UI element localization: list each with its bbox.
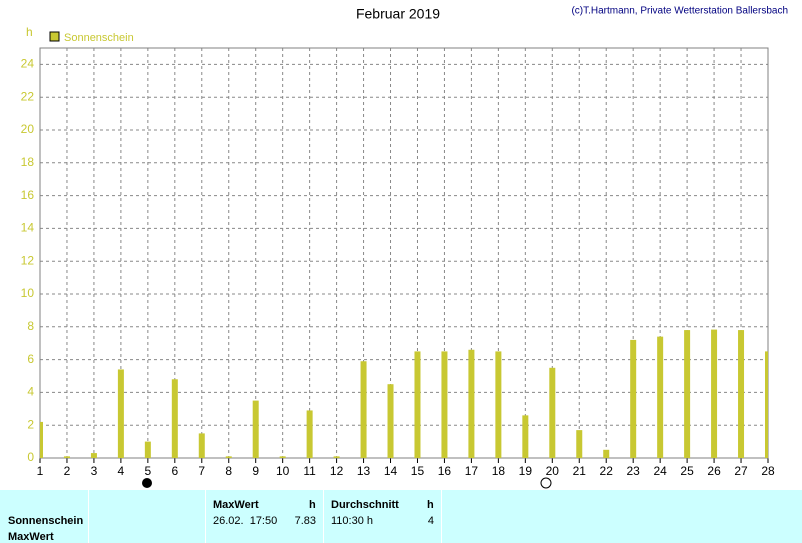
x-tick-label: 24 — [653, 464, 667, 478]
x-tick-label: 28 — [761, 464, 775, 478]
bar — [441, 351, 448, 458]
y-tick-label: 18 — [21, 155, 35, 169]
legend-swatch — [49, 31, 60, 42]
bar — [765, 351, 768, 458]
moon-full — [142, 478, 152, 488]
y-tick-label: 0 — [27, 450, 34, 464]
bar — [117, 369, 124, 458]
bar — [711, 329, 718, 458]
x-tick-label: 10 — [276, 464, 290, 478]
column-header: MaxWert — [213, 499, 259, 511]
cell: 26.02. 17:50 — [213, 515, 278, 527]
x-tick-label: 23 — [627, 464, 641, 478]
bar — [252, 400, 259, 458]
x-tick-label: 7 — [198, 464, 205, 478]
bar — [549, 367, 556, 458]
moon-new — [540, 477, 552, 489]
separator — [441, 490, 442, 543]
x-tick-label: 9 — [252, 464, 259, 478]
bar — [414, 351, 421, 458]
bar — [468, 349, 475, 458]
separator — [205, 490, 206, 543]
bar — [360, 361, 367, 458]
cell: 7.83 — [294, 515, 316, 527]
bar — [603, 449, 610, 458]
bar — [630, 339, 637, 458]
row-label: MaxWert — [8, 531, 54, 543]
x-tick-label: 14 — [384, 464, 398, 478]
plot-border — [39, 47, 769, 459]
x-tick-label: 5 — [145, 464, 152, 478]
column-unit: h — [309, 499, 316, 511]
x-tick-label: 12 — [330, 464, 344, 478]
x-tick-label: 22 — [600, 464, 614, 478]
bar — [522, 415, 529, 458]
bar — [495, 351, 502, 458]
y-tick-label: 10 — [21, 286, 35, 300]
row-label: Sonnenschein — [8, 515, 84, 527]
y-tick-label: 4 — [27, 385, 34, 399]
y-tick-label: 14 — [21, 221, 35, 235]
y-tick-label: 24 — [21, 57, 35, 71]
x-tick-label: 21 — [573, 464, 587, 478]
x-tick-label: 16 — [438, 464, 452, 478]
y-axis-label: h — [26, 25, 33, 39]
x-tick-label: 11 — [303, 464, 316, 478]
y-tick-label: 2 — [27, 417, 34, 431]
legend-label: Sonnenschein — [64, 32, 134, 44]
column-unit: h — [427, 499, 434, 511]
bar — [40, 421, 43, 458]
column-header: Durchschnitt — [331, 499, 399, 511]
x-tick-label: 26 — [707, 464, 721, 478]
x-tick-label: 27 — [734, 464, 748, 478]
x-tick-label: 18 — [492, 464, 506, 478]
y-tick-label: 12 — [21, 253, 35, 267]
bar — [333, 456, 340, 458]
x-tick-label: 2 — [64, 464, 71, 478]
bar — [738, 330, 745, 458]
bar — [171, 379, 178, 458]
x-tick-label: 3 — [91, 464, 98, 478]
x-tick-label: 4 — [118, 464, 125, 478]
bar — [144, 441, 151, 458]
bar — [225, 456, 232, 458]
credit: (c)T.Hartmann, Private Wetterstation Bal… — [571, 6, 788, 17]
bar — [576, 430, 583, 458]
cell: 4 — [427, 515, 434, 527]
bar — [90, 453, 97, 458]
chart-title: Februar 2019 — [356, 6, 440, 22]
chart: Februar 2019 (c)T.Hartmann, Private Wett… — [21, 6, 788, 489]
bar — [279, 456, 286, 458]
y-tick-label: 22 — [21, 89, 35, 103]
separator — [88, 490, 89, 543]
y-tick-label: 20 — [21, 122, 35, 136]
bar — [198, 433, 205, 458]
cell: 110:30 h — [331, 515, 374, 527]
bar — [684, 330, 691, 458]
summary-panel: Sonnenschein MaxWert MaxWert h 26.02. 17… — [0, 490, 802, 543]
x-tick-label: 1 — [37, 464, 44, 478]
x-tick-label: 20 — [546, 464, 560, 478]
bar — [306, 410, 313, 458]
y-tick-label: 16 — [21, 188, 35, 202]
x-tick-label: 19 — [519, 464, 533, 478]
y-tick-label: 6 — [27, 352, 34, 366]
x-tick-label: 25 — [680, 464, 694, 478]
separator — [323, 490, 324, 543]
x-tick-label: 17 — [465, 464, 479, 478]
bar — [387, 384, 394, 458]
x-tick-label: 13 — [357, 464, 371, 478]
bar — [63, 456, 70, 458]
x-tick-label: 15 — [411, 464, 425, 478]
bar — [657, 336, 664, 458]
x-tick-label: 8 — [225, 464, 232, 478]
x-tick-label: 6 — [171, 464, 178, 478]
y-tick-label: 8 — [27, 319, 34, 333]
